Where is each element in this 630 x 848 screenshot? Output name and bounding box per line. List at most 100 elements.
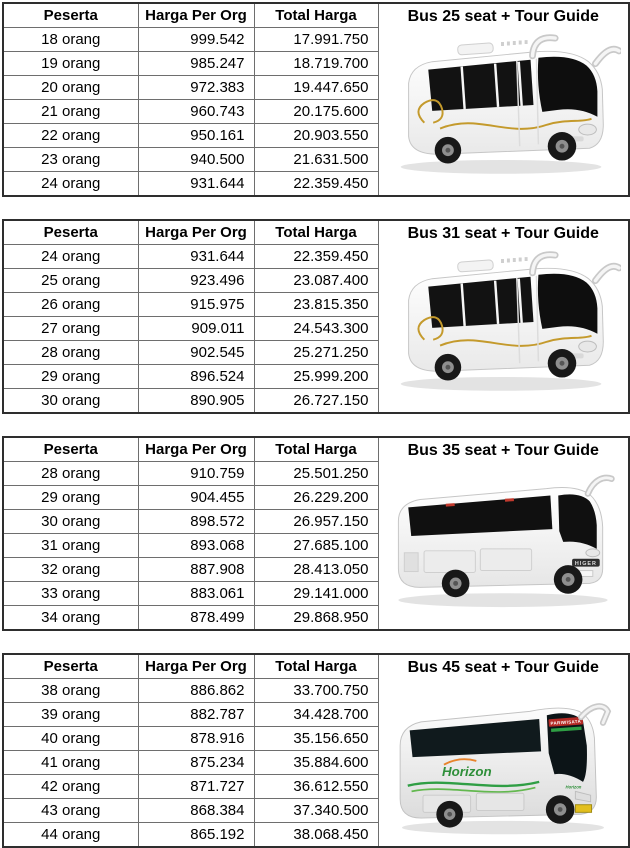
table-row: 22 orang 950.161 20.903.550 bbox=[2, 123, 629, 148]
cell-peserta: 29 orang bbox=[2, 364, 139, 389]
cell-peserta: 39 orang bbox=[2, 702, 139, 727]
cell-total: 20.903.550 bbox=[253, 123, 379, 148]
cell-total: 33.700.750 bbox=[253, 678, 379, 703]
roof-vent bbox=[501, 40, 528, 46]
windshield bbox=[558, 494, 597, 549]
cell-peserta: 19 orang bbox=[2, 51, 139, 76]
higer-logo: HIGER bbox=[575, 561, 597, 567]
cell-peserta: 28 orang bbox=[2, 461, 139, 486]
cell-total: 29.868.950 bbox=[253, 605, 379, 631]
cell-peserta: 23 orang bbox=[2, 147, 139, 172]
cell-harga: 999.542 bbox=[137, 27, 255, 52]
right-mirror-face bbox=[593, 264, 622, 283]
cell-harga: 904.455 bbox=[137, 485, 255, 510]
side-window-band bbox=[408, 495, 553, 537]
cell-harga: 910.759 bbox=[137, 461, 255, 486]
cell-peserta: 29 orang bbox=[2, 485, 139, 510]
front-wheel bbox=[547, 132, 577, 161]
col-header-harga-per-org: Harga Per Org bbox=[137, 436, 255, 462]
cell-total: 35.884.600 bbox=[253, 750, 379, 775]
cell-total: 25.501.250 bbox=[253, 461, 379, 486]
cell-peserta: 27 orang bbox=[2, 316, 139, 341]
bus-title: Bus 31 seat + Tour Guide bbox=[407, 225, 599, 242]
front-grille bbox=[572, 558, 600, 567]
cell-peserta: 31 orang bbox=[2, 533, 139, 558]
bus-panel: Bus 45 seat + Tour Guide PARIWISATA bbox=[377, 653, 630, 848]
right-mirror-face bbox=[579, 704, 610, 725]
col-header-peserta: Peserta bbox=[2, 2, 139, 28]
cell-harga: 883.061 bbox=[137, 581, 255, 606]
table-row: 43 orang 868.384 37.340.500 bbox=[2, 798, 629, 823]
cell-total: 27.685.100 bbox=[253, 533, 379, 558]
cell-peserta: 41 orang bbox=[2, 750, 139, 775]
table-row: 23 orang 940.500 21.631.500 bbox=[2, 147, 629, 172]
cell-peserta: 28 orang bbox=[2, 340, 139, 365]
cell-harga: 931.644 bbox=[137, 171, 255, 197]
right-mirror-face bbox=[586, 476, 614, 496]
roof-ac-unit bbox=[457, 259, 494, 273]
side-marker-light bbox=[505, 498, 515, 502]
cell-total: 36.612.550 bbox=[253, 774, 379, 799]
cell-peserta: 21 orang bbox=[2, 99, 139, 124]
cell-harga: 868.384 bbox=[137, 798, 255, 823]
bus-25-image bbox=[400, 34, 622, 174]
headlight bbox=[578, 123, 598, 136]
cell-total: 21.631.500 bbox=[253, 147, 379, 172]
left-mirror-face bbox=[531, 35, 558, 58]
table-row: 21 orang 960.743 20.175.600 bbox=[2, 99, 629, 124]
table-row: 31 orang 893.068 27.685.100 bbox=[2, 533, 629, 558]
bus-title: Bus 25 seat + Tour Guide bbox=[407, 8, 599, 25]
windshield bbox=[538, 56, 598, 117]
cell-harga: 875.234 bbox=[137, 750, 255, 775]
right-mirror-face bbox=[593, 47, 622, 66]
roof-vent bbox=[501, 257, 528, 263]
bus-45-image: PARIWISATA Horizon Horizon bbox=[399, 703, 612, 835]
cell-total: 26.727.150 bbox=[253, 388, 379, 414]
cell-peserta: 20 orang bbox=[2, 75, 139, 100]
cell-peserta: 38 orang bbox=[2, 678, 139, 703]
side-window-band bbox=[409, 719, 542, 758]
side-vent bbox=[404, 552, 419, 573]
cell-harga: 960.743 bbox=[137, 99, 255, 124]
price-table-bus-25: Peserta Harga Per Org Total Harga Bus 25… bbox=[2, 2, 630, 197]
cell-harga: 865.192 bbox=[137, 822, 255, 848]
cell-total: 35.156.650 bbox=[253, 726, 379, 751]
bus-shadow bbox=[400, 377, 602, 391]
bus-title: Bus 45 seat + Tour Guide bbox=[407, 659, 599, 676]
green-wave bbox=[407, 780, 540, 788]
cell-total: 37.340.500 bbox=[253, 798, 379, 823]
cell-peserta: 24 orang bbox=[2, 171, 139, 197]
cell-peserta: 25 orang bbox=[2, 268, 139, 293]
window-pillars bbox=[460, 61, 524, 109]
cell-total: 28.413.050 bbox=[253, 557, 379, 582]
table-row: 28 orang 910.759 25.501.250 bbox=[2, 461, 629, 486]
table-row: 30 orang 890.905 26.727.150 bbox=[2, 388, 629, 414]
door-seams bbox=[516, 58, 540, 147]
cell-peserta: 32 orang bbox=[2, 557, 139, 582]
headlight bbox=[578, 340, 598, 353]
cell-harga: 985.247 bbox=[137, 51, 255, 76]
cell-total: 23.815.350 bbox=[253, 292, 379, 317]
cell-total: 25.271.250 bbox=[253, 340, 379, 365]
rear-wheel bbox=[434, 136, 462, 164]
cell-peserta: 24 orang bbox=[2, 244, 139, 269]
cell-harga: 915.975 bbox=[137, 292, 255, 317]
horizon-logo: Horizon bbox=[442, 764, 492, 779]
front-wheel bbox=[554, 565, 583, 594]
col-header-harga-per-org: Harga Per Org bbox=[137, 653, 255, 679]
cell-peserta: 40 orang bbox=[2, 726, 139, 751]
cell-harga: 878.916 bbox=[137, 726, 255, 751]
table-row: 41 orang 875.234 35.884.600 bbox=[2, 750, 629, 775]
headlight bbox=[585, 548, 601, 558]
cell-harga: 871.727 bbox=[137, 774, 255, 799]
cell-total: 23.087.400 bbox=[253, 268, 379, 293]
cell-total: 22.359.450 bbox=[253, 244, 379, 269]
front-wheel bbox=[547, 349, 577, 378]
header-row: Peserta Harga Per Org Total Harga Bus 45… bbox=[2, 653, 630, 848]
table-row: 29 orang 904.455 26.229.200 bbox=[2, 485, 629, 510]
cell-harga: 923.496 bbox=[137, 268, 255, 293]
col-header-total-harga: Total Harga bbox=[253, 653, 379, 679]
table-row: 38 orang 886.862 33.700.750 bbox=[2, 678, 629, 703]
cell-total: 17.991.750 bbox=[253, 27, 379, 52]
bus-title: Bus 35 seat + Tour Guide bbox=[407, 442, 599, 459]
